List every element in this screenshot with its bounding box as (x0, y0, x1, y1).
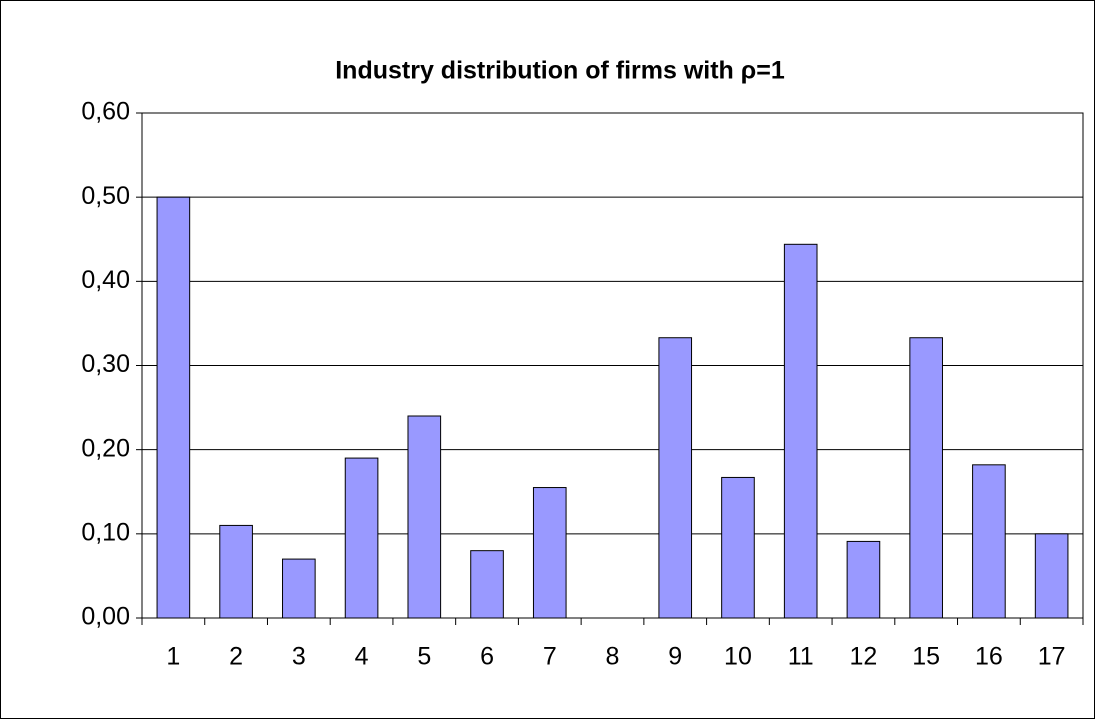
x-tick-label: 6 (480, 643, 494, 671)
x-tick-label: 11 (788, 643, 814, 671)
y-tick-label: 0,50 (81, 182, 130, 210)
y-tick-label: 0,00 (81, 603, 130, 631)
x-tick-label: 8 (606, 643, 620, 671)
bar (846, 540, 881, 619)
x-tick-label: 17 (1038, 643, 1066, 671)
x-tick-label: 7 (543, 643, 557, 671)
bar (344, 457, 379, 619)
x-tick-label: 2 (229, 643, 243, 671)
bar (282, 558, 316, 619)
x-tick-label: 1 (166, 643, 180, 671)
y-tick-label: 0,20 (81, 434, 130, 462)
x-tick-label: 9 (668, 643, 682, 671)
bar (1034, 533, 1069, 619)
y-tick-label: 0,10 (81, 518, 130, 546)
bar (407, 415, 442, 619)
bar (721, 476, 755, 619)
x-tick-label: 16 (975, 643, 1003, 671)
y-tick-label: 0,40 (81, 266, 130, 294)
bar (470, 550, 504, 619)
y-tick-label: 0,60 (81, 98, 130, 126)
bar (156, 196, 191, 619)
x-tick-label: 15 (912, 643, 940, 671)
x-tick-label: 3 (292, 643, 306, 671)
y-tick-label: 0,30 (81, 350, 130, 378)
bar (972, 464, 1006, 619)
chart-title: Industry distribution of firms with ρ=1 (335, 57, 785, 85)
bar (532, 487, 567, 619)
bar (909, 337, 943, 619)
bar (658, 337, 693, 619)
x-tick-label: 5 (417, 643, 431, 671)
bar (219, 524, 253, 619)
x-tick-label: 4 (355, 643, 369, 671)
x-tick-label: 12 (850, 643, 878, 671)
x-tick-label: 10 (724, 643, 752, 671)
bar (783, 243, 818, 619)
